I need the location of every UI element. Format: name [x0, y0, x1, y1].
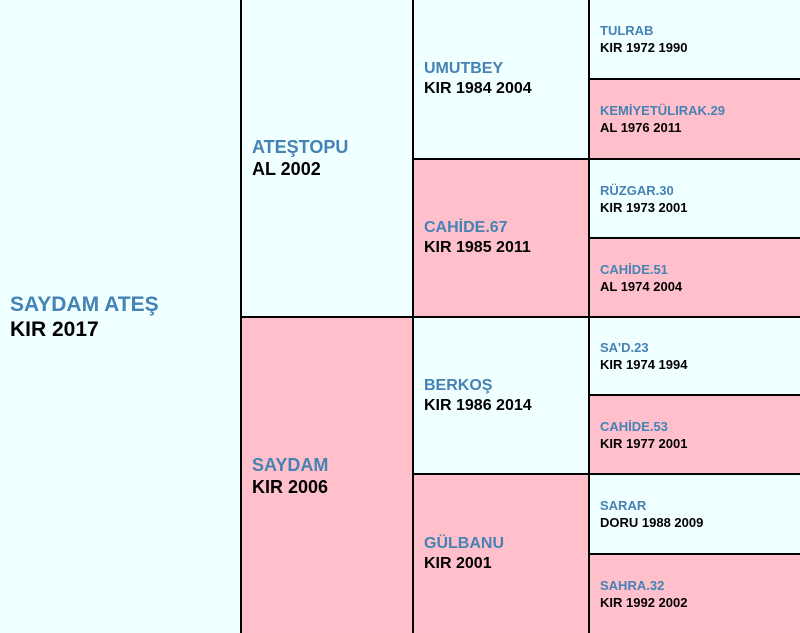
- pedigree-ggen-1[interactable]: TULRAB KIR 1972 1990: [590, 0, 800, 78]
- ggen-info: KIR 1973 2001: [600, 199, 688, 215]
- dam-sire-name[interactable]: BERKOŞ: [424, 376, 493, 394]
- sire-sire-info: KIR 1984 2004: [424, 80, 532, 97]
- pedigree-horse[interactable]: SAYDAM ATEŞ KIR 2017: [0, 0, 240, 633]
- dam-sire-info: KIR 1986 2014: [424, 396, 532, 414]
- ggen-name[interactable]: RÜZGAR.30: [600, 182, 674, 198]
- sire-info: AL 2002: [252, 159, 321, 179]
- ggen-name[interactable]: SARAR: [600, 498, 647, 513]
- sire-dam-info: KIR 1985 2011: [424, 239, 531, 256]
- ggen-name[interactable]: TULRAB: [600, 23, 654, 38]
- pedigree-sire-dam[interactable]: CAHİDE.67 KIR 1985 2011: [414, 160, 588, 316]
- ggen-info: AL 1976 2011: [600, 120, 682, 135]
- ggen-info: KIR 1974 1994: [600, 357, 688, 372]
- ggen-info: KIR 1992 2002: [600, 595, 688, 610]
- ggen-info: KIR 1972 1990: [600, 40, 688, 55]
- pedigree-sire-sire[interactable]: UMUTBEY KIR 1984 2004: [414, 0, 588, 158]
- pedigree-ggen-2[interactable]: KEMİYETÜLIRAK.29 AL 1976 2011: [590, 80, 800, 158]
- ggen-info: KIR 1977 2001: [600, 435, 688, 451]
- pedigree-ggen-6[interactable]: CAHİDE.53 KIR 1977 2001: [590, 396, 800, 473]
- pedigree-sire[interactable]: ATEŞTOPU AL 2002: [242, 0, 412, 316]
- pedigree-dam-sire[interactable]: BERKOŞ KIR 1986 2014: [414, 318, 588, 473]
- horse-info: KIR 2017: [10, 317, 99, 341]
- sire-dam-name[interactable]: CAHİDE.67: [424, 219, 508, 236]
- sire-name[interactable]: ATEŞTOPU: [252, 137, 349, 157]
- ggen-name[interactable]: CAHİDE.51: [600, 261, 668, 277]
- ggen-name[interactable]: SA'D.23: [600, 340, 649, 355]
- ggen-name[interactable]: CAHİDE.53: [600, 418, 668, 434]
- ggen-info: DORU 1988 2009: [600, 515, 704, 530]
- dam-dam-name[interactable]: GÜLBANU: [424, 535, 504, 552]
- pedigree-ggen-3[interactable]: RÜZGAR.30 KIR 1973 2001: [590, 160, 800, 237]
- ggen-name[interactable]: SAHRA.32: [600, 578, 665, 593]
- pedigree-ggen-5[interactable]: SA'D.23 KIR 1974 1994: [590, 318, 800, 394]
- pedigree-dam[interactable]: SAYDAM KIR 2006: [242, 318, 412, 633]
- horse-name[interactable]: SAYDAM ATEŞ: [10, 292, 159, 316]
- ggen-name[interactable]: KEMİYETÜLIRAK.29: [600, 103, 725, 118]
- pedigree-ggen-8[interactable]: SAHRA.32 KIR 1992 2002: [590, 555, 800, 633]
- dam-name[interactable]: SAYDAM: [252, 454, 329, 475]
- pedigree-ggen-4[interactable]: CAHİDE.51 AL 1974 2004: [590, 239, 800, 316]
- dam-dam-info: KIR 2001: [424, 555, 492, 572]
- ggen-info: AL 1974 2004: [600, 278, 683, 294]
- sire-sire-name[interactable]: UMUTBEY: [424, 60, 504, 77]
- pedigree-dam-dam[interactable]: GÜLBANU KIR 2001: [414, 475, 588, 633]
- pedigree-ggen-7[interactable]: SARAR DORU 1988 2009: [590, 475, 800, 553]
- dam-info: KIR 2006: [252, 476, 329, 497]
